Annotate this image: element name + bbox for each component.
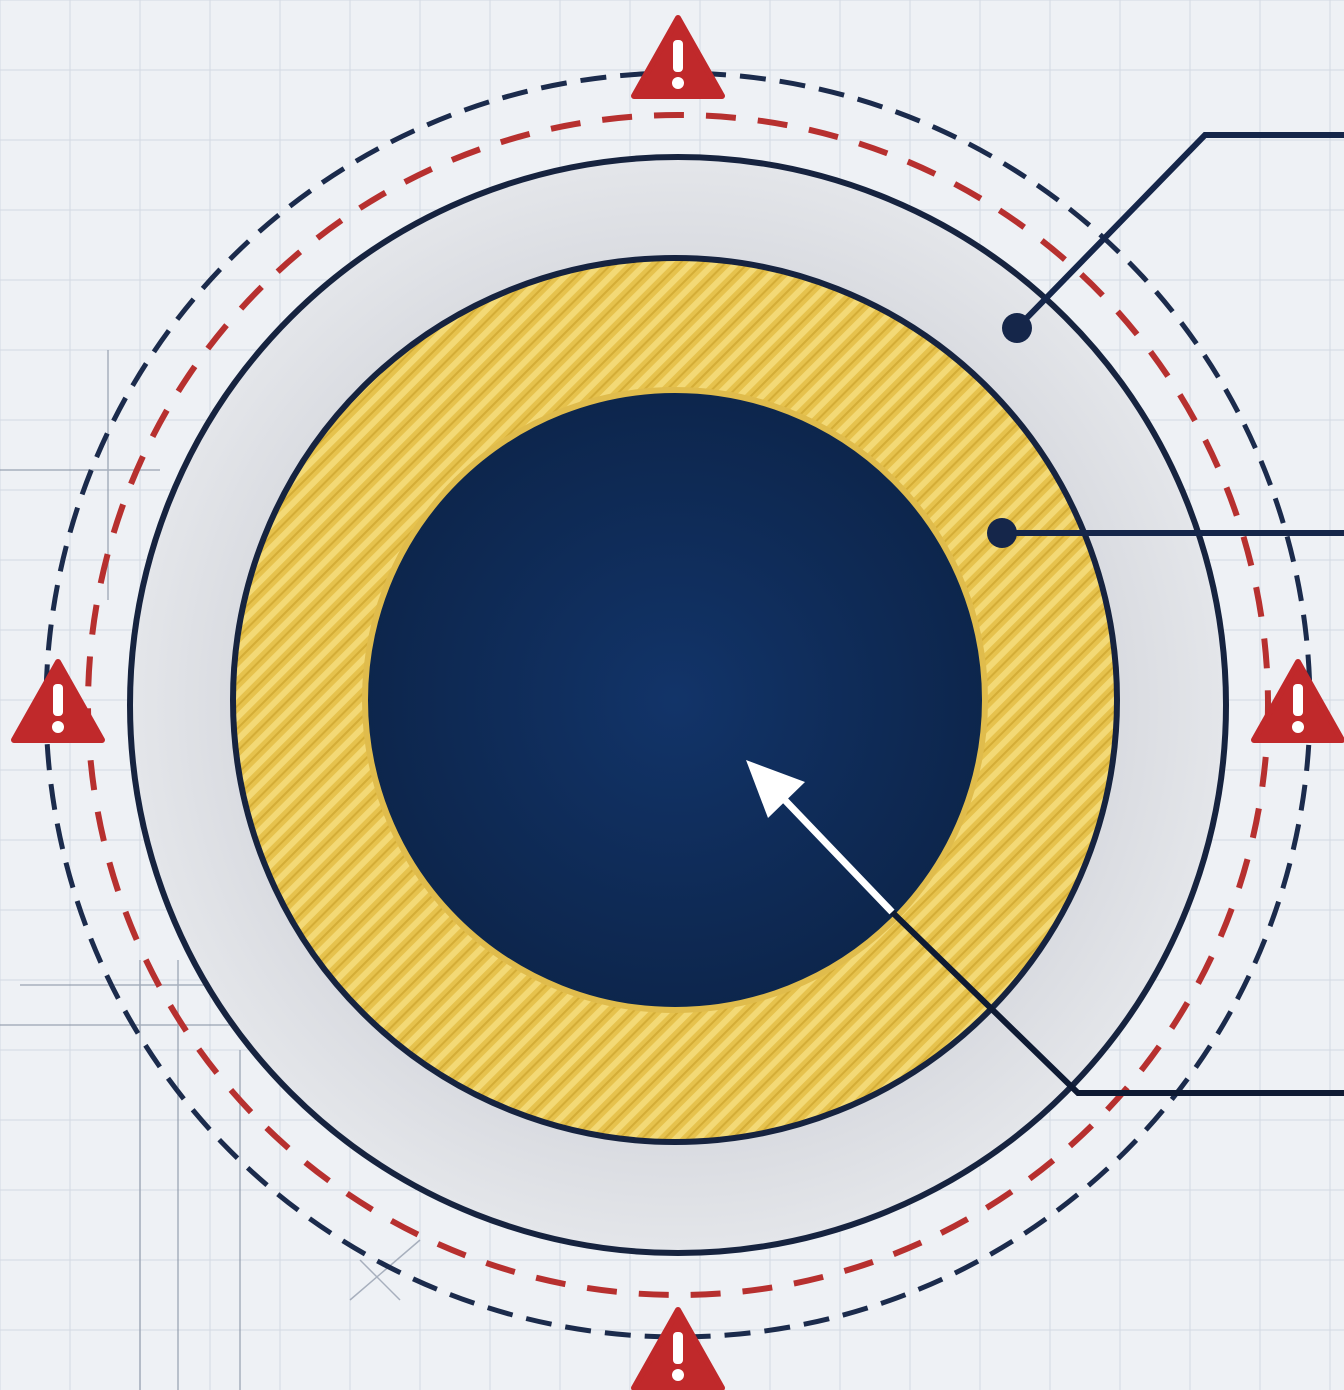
- arrow-head: [746, 760, 805, 818]
- warning-triangle-icon: [631, 15, 725, 99]
- warning-markers: [11, 15, 1344, 1390]
- navy-core: [362, 387, 988, 1013]
- callout-dot: [1002, 313, 1032, 343]
- callout-gold-ring: [987, 518, 1344, 548]
- warning-triangle-icon: [11, 659, 105, 743]
- callout-gray-ring: [1002, 132, 1344, 343]
- callout-dot: [987, 518, 1017, 548]
- warning-boundary-ring: [85, 112, 1271, 1298]
- warning-triangle-icon: [631, 1307, 725, 1390]
- callout-core: [746, 760, 1344, 1096]
- warning-triangle-icon: [1251, 659, 1344, 743]
